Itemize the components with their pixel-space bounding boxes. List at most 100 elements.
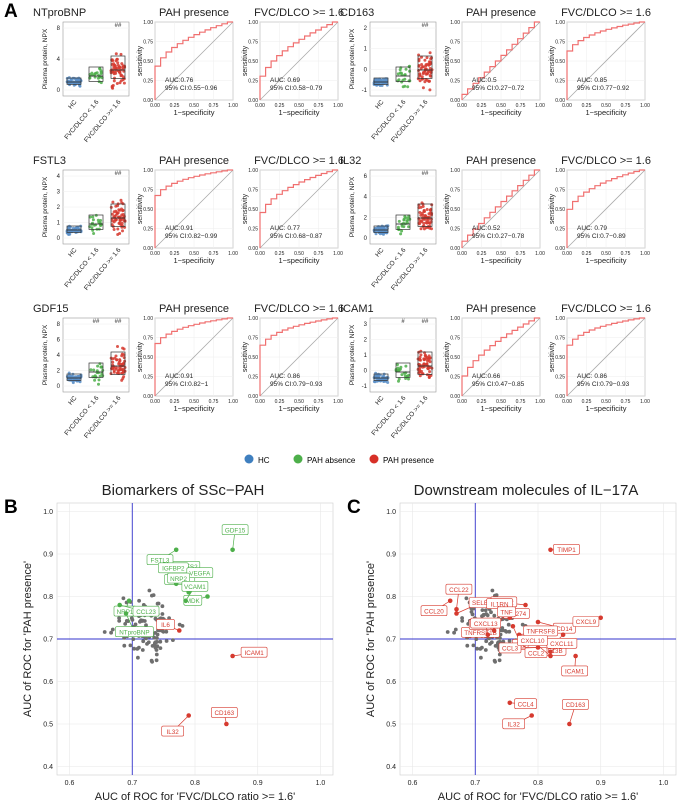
x-tick-label: HC [374,395,386,407]
scatter-point [158,646,163,650]
data-point [382,81,386,85]
data-point [116,227,120,231]
data-point [112,210,116,214]
y-tick-label: 0.25 [555,375,565,381]
y-tick-label: 0.50 [248,207,258,213]
labeled-point [507,700,513,706]
labeled-point [173,547,179,553]
roc-y-label: sensitivity [242,341,249,372]
auc-ci: 95% CI:0.58−0.79 [270,85,323,92]
data-point [116,204,119,208]
x-tick-label: 0.00 [562,399,572,405]
data-point [425,219,429,222]
box [66,373,82,381]
scatter-point [155,644,160,649]
y-tick-label: 0.25 [555,227,565,233]
scatter-point [109,630,113,635]
y-tick-label: -1 [362,88,368,94]
x-tick-label: 0.25 [477,399,487,405]
box [417,55,433,79]
y-axis-label: Plasma protein, NPX [42,28,49,89]
x-tick-label: 0.75 [621,251,631,257]
scatter-point [147,588,152,593]
x-tick-label: 0.00 [150,103,160,109]
diagonal-line [566,317,646,397]
point-label: CXCL11 [550,641,574,648]
scatter-point [110,627,115,632]
scatter-point [464,596,469,601]
labeled-point [548,653,553,659]
x-tick-label: 0.25 [170,251,180,257]
y-tick-label: 8 [57,322,61,328]
marker-title: FSTL3 [33,155,66,167]
scatter-point [158,639,163,644]
data-point [66,231,69,235]
y-tick-label: -1 [362,384,368,390]
y-tick-label: 0.25 [143,227,153,233]
data-point [395,363,399,367]
x-tick-label: 0.25 [582,251,592,257]
y-tick-label: 0.6 [386,679,396,686]
roc-title: PAH presence [466,303,536,315]
scatter-point [146,640,151,645]
scatter-point [504,629,509,634]
data-point [402,218,406,222]
scatter-point [493,644,498,648]
data-point [112,369,116,373]
label-box [562,699,589,710]
label-box [470,617,502,629]
x-tick-label: 0.7 [470,780,480,787]
auc-ci: 95% CI:0.27−0.72 [472,85,525,92]
roc-ntprobnp-0: PAH presence 0.00 1.00 0.25 0.75 0.50 0.50 0.75… [137,7,238,117]
data-point [74,77,78,81]
data-point [91,215,95,219]
roc-cd163-0: PAH presence 0.00 1.00 0.25 0.75 0.50 0.50 0.75… [444,7,545,117]
auc-ci: 95% CI:0.79−0.93 [270,381,323,388]
roc-curve [566,169,645,248]
data-point [418,374,422,378]
y-tick-label: 2 [57,369,61,375]
x-tick-label: 0.25 [477,103,487,109]
point-label: CD163 [566,702,586,709]
x-tick-label: 0.50 [496,399,506,405]
x-tick-label: 0.25 [477,251,487,257]
data-point [417,362,421,366]
y-axis-label: Plasma protein, NPX [42,324,49,385]
x-tick-label: 0.50 [189,399,199,405]
x-tick-label: 0.00 [457,103,467,109]
y-tick-label: 0 [364,369,368,375]
data-point [69,77,73,81]
labeled-point [230,547,235,553]
data-point [94,213,98,217]
scatter-point [475,646,479,651]
y-tick-label: 0.75 [248,336,258,342]
label-box [221,524,249,536]
data-point [428,88,432,92]
labeled-point [123,611,129,616]
point-label: CCL23 [136,609,156,616]
point-label: CD14 [556,626,573,633]
scatter-point [480,608,485,612]
data-point [421,72,425,76]
data-point [118,358,122,362]
y-tick-label: 0 [57,384,61,390]
x-tick-label: HC [67,99,79,111]
auc-ci: 95% CI:0.77−0.92 [577,85,630,92]
roc-x-label: 1−specificity [173,108,214,117]
y-tick-label: 1.00 [248,316,258,322]
data-point [88,215,92,219]
box [395,362,411,378]
scatter-point [136,655,140,660]
data-point [422,362,426,366]
data-point [423,58,427,62]
y-tick-label: 0.00 [555,246,565,252]
scatter-point [130,618,135,622]
roc-x-label: 1−specificity [480,404,521,413]
y-tick-label: 0.00 [248,246,258,252]
data-point [90,226,94,230]
data-point [403,77,407,81]
labeled-point [535,619,541,625]
labeled-point [548,547,553,553]
scatter-point [180,624,185,628]
